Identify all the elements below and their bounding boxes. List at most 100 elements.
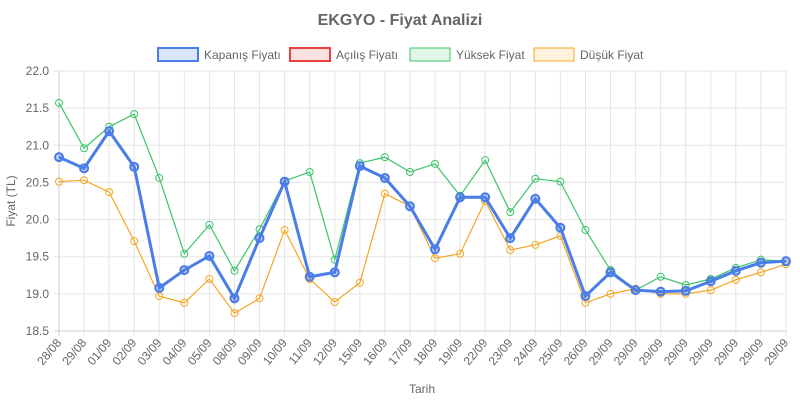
data-point [80, 176, 89, 185]
y-tick-label: 21.5 [26, 101, 50, 115]
data-point [380, 189, 389, 198]
data-point [430, 244, 441, 255]
y-tick-label: 20.0 [26, 213, 50, 227]
x-axis: 28/0829/0801/0902/0903/0904/0905/0908/09… [34, 336, 791, 368]
data-point [506, 208, 515, 217]
x-tick-label: 18/09 [410, 336, 440, 368]
data-point [155, 173, 164, 182]
data-point [205, 275, 214, 283]
data-point [230, 266, 239, 275]
x-tick-label: 29/09 [736, 336, 766, 368]
y-tick-label: 20.5 [26, 175, 50, 189]
y-tick-label: 19.0 [26, 287, 50, 301]
legend-swatch [533, 47, 575, 62]
x-tick-label: 16/09 [360, 336, 390, 368]
x-tick-label: 25/09 [536, 336, 566, 368]
data-point [706, 286, 715, 295]
x-tick-label: 11/09 [286, 336, 316, 368]
data-point [54, 152, 64, 163]
data-point [255, 294, 264, 303]
data-point [280, 225, 289, 234]
series-line [58, 179, 787, 314]
data-point [456, 249, 465, 258]
data-point [229, 293, 240, 304]
data-point [305, 168, 314, 177]
x-tick-label: 02/09 [109, 336, 139, 368]
data-point [329, 267, 340, 278]
series-line [58, 102, 787, 291]
data-point [105, 188, 114, 197]
x-tick-label: 23/09 [486, 336, 516, 368]
y-tick-label: 21.0 [26, 138, 50, 152]
series-line [58, 130, 787, 300]
data-point [480, 192, 491, 203]
data-point [431, 159, 440, 168]
x-tick-label: 29/09 [711, 336, 741, 368]
chart-title: EKGYO - Fiyat Analizi [318, 12, 483, 29]
data-point [530, 193, 541, 204]
data-point [104, 126, 115, 137]
x-tick-label: 05/09 [185, 336, 215, 368]
legend-label: Açılış Fiyatı [336, 48, 398, 62]
y-axis-title: Fiyat (TL) [4, 175, 18, 226]
legend-swatch [157, 47, 199, 62]
x-tick-label: 29/09 [636, 336, 666, 368]
data-point [506, 246, 515, 255]
data-point [455, 192, 466, 203]
data-point [79, 163, 90, 174]
y-tick-label: 22.0 [26, 64, 50, 78]
series-2 [55, 98, 790, 295]
data-point [730, 265, 741, 276]
data-point [630, 285, 641, 296]
x-tick-label: 29/08 [59, 336, 89, 368]
x-tick-label: 24/09 [511, 336, 541, 368]
data-point [531, 174, 540, 183]
data-point [180, 249, 189, 258]
data-point [355, 278, 364, 287]
data-point [180, 298, 189, 307]
x-tick-label: 04/09 [160, 336, 190, 368]
data-point [555, 222, 566, 233]
data-point [304, 271, 315, 282]
legend-label: Düşük Fiyat [580, 48, 644, 62]
data-point [129, 161, 140, 172]
data-point [580, 291, 591, 302]
data-point [379, 172, 390, 183]
data-point [605, 267, 616, 278]
data-point [279, 176, 290, 187]
x-tick-label: 03/09 [135, 336, 165, 368]
data-point [254, 233, 265, 244]
data-point [404, 201, 415, 212]
legend-swatch [409, 47, 451, 62]
legend-label: Yüksek Fiyat [456, 48, 525, 62]
data-point [405, 168, 414, 177]
data-point [606, 289, 615, 298]
x-tick-label: 10/09 [260, 336, 290, 368]
x-tick-label: 12/09 [310, 336, 340, 368]
x-tick-label: 29/09 [761, 336, 791, 368]
data-point [680, 285, 691, 296]
data-point [481, 156, 490, 165]
data-point [330, 298, 339, 307]
x-tick-label: 29/09 [586, 336, 616, 368]
data-point [531, 240, 540, 249]
x-tick-label: 19/09 [435, 336, 465, 368]
legend-label: Kapanış Fiyatı [204, 48, 281, 62]
x-tick-label: 08/09 [210, 336, 240, 368]
data-point [655, 286, 666, 297]
y-axis: 18.5 19.0 19.5 20.0 20.5 21.0 21.5 22.0 [26, 64, 50, 338]
data-point [205, 220, 214, 229]
x-tick-label: 29/09 [661, 336, 691, 368]
data-point [354, 161, 365, 172]
data-point [380, 153, 389, 162]
data-point [756, 268, 765, 277]
x-tick-label: 26/09 [561, 336, 591, 368]
data-point [755, 257, 766, 268]
data-point [731, 275, 740, 284]
grid [54, 70, 787, 336]
data-point [556, 177, 565, 186]
legend: Kapanış Fiyatı Açılış Fiyatı Yüksek Fiyat D… [157, 47, 644, 62]
legend-swatch [289, 47, 331, 62]
y-tick-label: 18.5 [26, 324, 50, 338]
data-point [55, 177, 63, 186]
